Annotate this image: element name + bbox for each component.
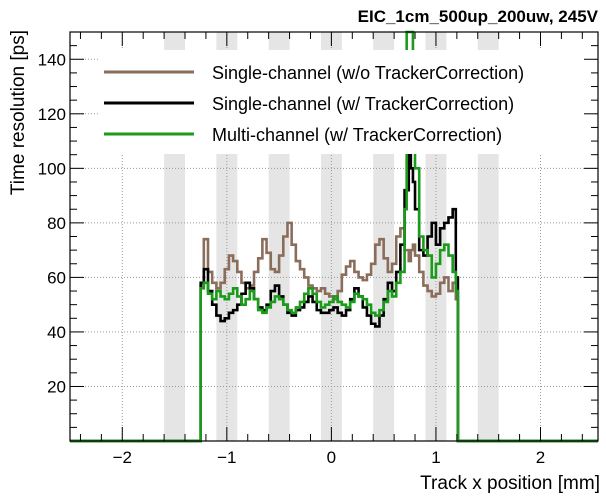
y-tick-label: 80	[47, 214, 66, 233]
y-axis-title: Time resolution [ps]	[8, 30, 29, 195]
legend-label-1: Single-channel (w/o TrackerCorrection)	[212, 63, 524, 83]
chart-title: EIC_1cm_500up_200uw, 245V	[358, 7, 599, 26]
legend-label-3: Multi-channel (w/ TrackerCorrection)	[212, 125, 502, 145]
y-tick-label: 60	[47, 268, 66, 287]
x-tick-label: −2	[113, 448, 132, 467]
x-tick-label: 2	[536, 448, 545, 467]
x-tick-label: 0	[327, 448, 336, 467]
y-tick-label: 20	[47, 377, 66, 396]
series-layer	[70, 30, 598, 443]
legend: Single-channel (w/o TrackerCorrection) Si…	[104, 63, 524, 145]
legend-label-2: Single-channel (w/ TrackerCorrection)	[212, 94, 514, 114]
y-tick-label: 100	[38, 159, 66, 178]
y-tick-label: 140	[38, 50, 66, 69]
x-tick-label: 1	[431, 448, 440, 467]
x-tick-label: −1	[217, 448, 236, 467]
x-axis-title: Track x position [mm]	[420, 473, 600, 494]
y-tick-label: 40	[47, 323, 66, 342]
axes: −2 −1 0 1 2 20 40 60 80 100 120 140	[38, 31, 598, 467]
series-line-3	[70, 30, 598, 443]
y-tick-label: 120	[38, 105, 66, 124]
